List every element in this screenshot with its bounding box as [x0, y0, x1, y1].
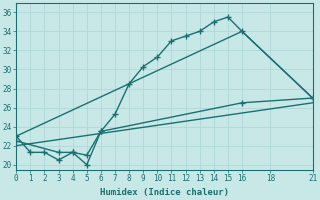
- X-axis label: Humidex (Indice chaleur): Humidex (Indice chaleur): [100, 188, 229, 197]
